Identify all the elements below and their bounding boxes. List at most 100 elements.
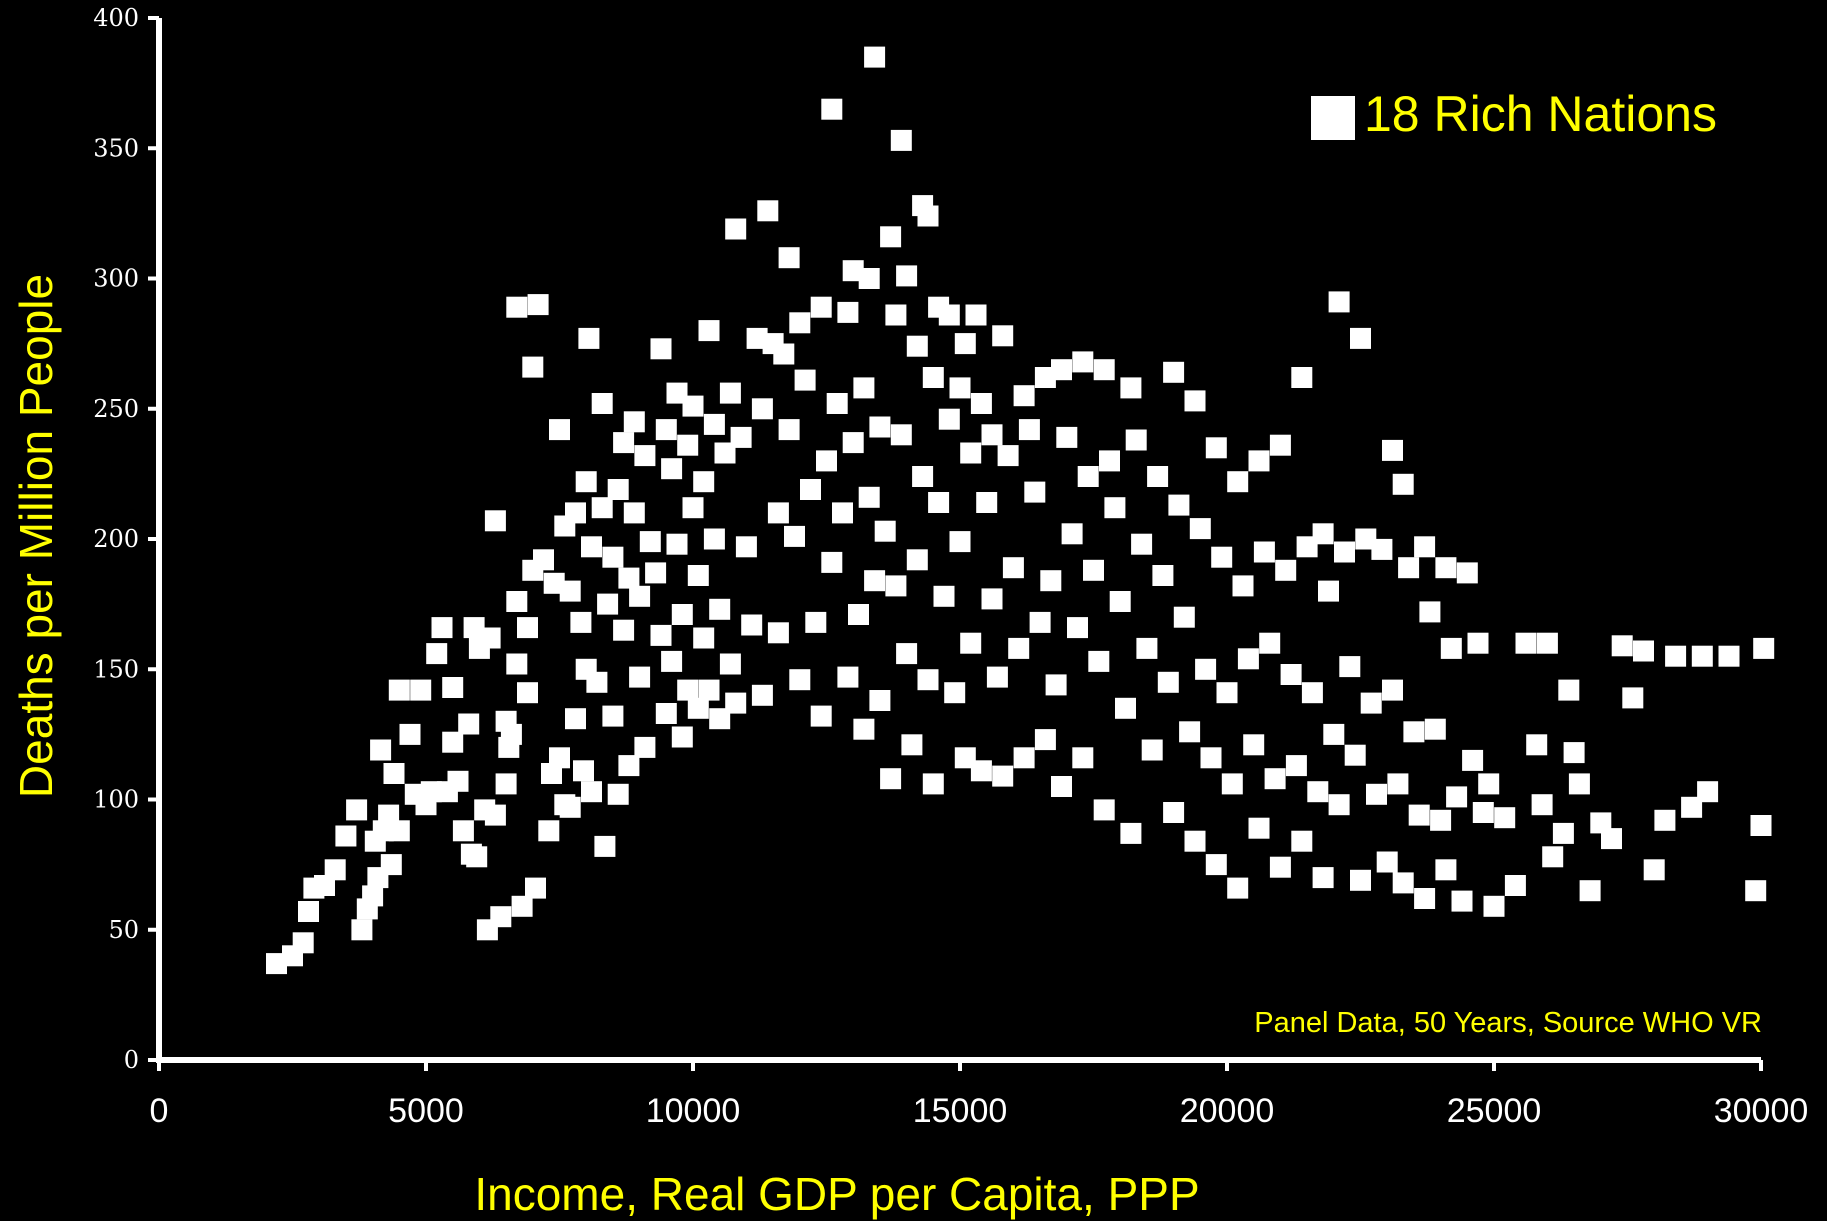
data-point bbox=[466, 846, 488, 868]
data-point bbox=[757, 200, 779, 222]
legend-marker-square bbox=[1311, 96, 1355, 140]
data-point bbox=[655, 703, 677, 724]
data-point bbox=[1008, 637, 1030, 659]
data-point bbox=[853, 377, 875, 399]
y-tick-label: 0 bbox=[124, 1046, 139, 1074]
data-point bbox=[1435, 859, 1457, 881]
data-point bbox=[1307, 781, 1329, 803]
data-point bbox=[944, 682, 966, 704]
data-point bbox=[960, 442, 982, 464]
data-point bbox=[1120, 377, 1142, 399]
source-annotation: Panel Data, 50 Years, Source WHO VR bbox=[1254, 1007, 1762, 1039]
data-point bbox=[1024, 481, 1046, 503]
data-point bbox=[1414, 536, 1436, 558]
data-point bbox=[1157, 671, 1179, 693]
data-point bbox=[549, 419, 570, 441]
data-point bbox=[997, 445, 1019, 467]
data-point bbox=[511, 895, 533, 917]
data-point bbox=[1643, 859, 1665, 881]
data-point bbox=[591, 393, 613, 414]
data-point bbox=[885, 304, 907, 326]
data-point bbox=[1056, 426, 1078, 448]
data-point bbox=[1259, 632, 1281, 654]
data-point bbox=[1339, 656, 1361, 678]
data-point bbox=[527, 294, 549, 316]
data-point bbox=[1237, 648, 1259, 670]
data-point bbox=[842, 260, 864, 282]
data-point bbox=[335, 825, 357, 847]
data-point bbox=[1435, 557, 1457, 579]
data-point bbox=[880, 226, 902, 248]
data-point bbox=[1034, 367, 1056, 388]
data-point bbox=[1552, 822, 1574, 844]
data-point bbox=[714, 442, 736, 464]
data-point bbox=[981, 588, 1003, 610]
data-point bbox=[869, 416, 891, 438]
data-point bbox=[767, 502, 789, 524]
data-point bbox=[1195, 658, 1217, 680]
data-point bbox=[698, 320, 720, 342]
data-point bbox=[506, 653, 528, 675]
data-point bbox=[922, 773, 944, 795]
data-point bbox=[767, 622, 789, 644]
data-point bbox=[1029, 611, 1051, 633]
data-point bbox=[1718, 645, 1740, 667]
y-axis-ticks: 0 50 100 150 200 250 300 350 400 bbox=[93, 4, 159, 1074]
data-point bbox=[1285, 755, 1307, 777]
data-point bbox=[1168, 494, 1190, 516]
data-point bbox=[1269, 434, 1291, 456]
data-point bbox=[573, 760, 594, 782]
data-point bbox=[901, 734, 923, 756]
data-point bbox=[442, 677, 464, 698]
data-point bbox=[575, 471, 597, 493]
data-point bbox=[992, 765, 1014, 787]
data-point bbox=[1419, 601, 1441, 623]
data-point bbox=[559, 580, 581, 602]
data-point bbox=[362, 885, 384, 907]
data-point bbox=[420, 781, 442, 803]
data-point bbox=[778, 419, 800, 441]
data-point bbox=[810, 705, 832, 727]
data-point bbox=[981, 424, 1003, 446]
data-point bbox=[1424, 718, 1446, 740]
data-point bbox=[938, 408, 960, 430]
data-point bbox=[538, 820, 560, 842]
data-point bbox=[1312, 523, 1334, 545]
data-point bbox=[399, 723, 421, 745]
data-point bbox=[602, 546, 624, 568]
data-point bbox=[650, 624, 672, 646]
data-point bbox=[1243, 734, 1265, 756]
data-point bbox=[517, 682, 538, 704]
data-point bbox=[1163, 802, 1185, 823]
data-point bbox=[954, 747, 976, 769]
data-point bbox=[751, 398, 773, 420]
data-point bbox=[1360, 692, 1382, 714]
x-tick-label: 15000 bbox=[913, 1092, 1008, 1130]
x-tick-label: 0 bbox=[150, 1092, 169, 1130]
data-point bbox=[1478, 773, 1500, 795]
data-point bbox=[442, 731, 464, 753]
data-point bbox=[1301, 682, 1323, 704]
data-point bbox=[709, 708, 731, 730]
data-point bbox=[1248, 817, 1270, 839]
data-point bbox=[1472, 802, 1494, 823]
data-point bbox=[602, 705, 624, 727]
data-point bbox=[1494, 807, 1516, 829]
data-point bbox=[810, 296, 832, 318]
data-point bbox=[1248, 450, 1270, 472]
data-point bbox=[1131, 533, 1153, 555]
data-point bbox=[784, 525, 805, 547]
data-point bbox=[735, 536, 757, 558]
x-tick-label: 20000 bbox=[1180, 1092, 1275, 1130]
data-point bbox=[874, 520, 896, 542]
data-point bbox=[821, 551, 843, 573]
data-points bbox=[266, 46, 1775, 975]
data-point bbox=[1371, 538, 1393, 560]
data-point bbox=[607, 479, 629, 500]
data-point bbox=[1163, 361, 1185, 383]
data-point bbox=[431, 617, 453, 639]
data-point bbox=[671, 604, 693, 625]
data-point bbox=[800, 479, 821, 500]
data-point bbox=[1179, 721, 1201, 743]
data-point bbox=[933, 585, 955, 607]
